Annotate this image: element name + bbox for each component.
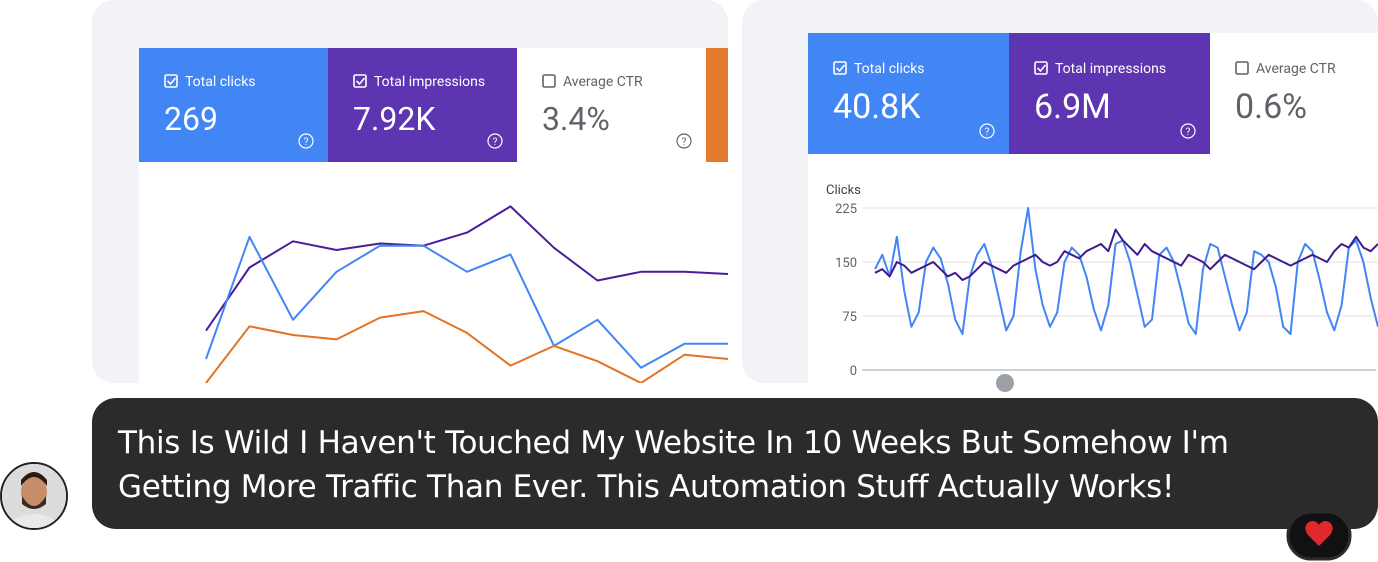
y-axis-label: Clicks	[826, 183, 861, 198]
metric-label: Total impressions	[374, 74, 485, 90]
metric-label: Average CTR	[1256, 61, 1336, 77]
metric-tile	[808, 33, 1009, 154]
orange-tile-edge	[706, 48, 728, 162]
checkmark	[1036, 64, 1047, 73]
message-bubble	[92, 398, 1378, 529]
heart-icon	[1305, 521, 1333, 546]
y-tick-label: 225	[835, 202, 857, 217]
metric-value: 3.4%	[542, 100, 610, 138]
metric-tile	[139, 48, 328, 162]
metric-value: 6.9M	[1034, 87, 1111, 127]
metric-value: 0.6%	[1235, 87, 1307, 127]
metric-label: Average CTR	[563, 74, 643, 90]
metric-value: 269	[164, 100, 218, 138]
metric-label: Total clicks	[854, 61, 925, 77]
checkbox	[1235, 61, 1249, 75]
checkbox	[353, 74, 367, 88]
series-line	[874, 207, 1378, 335]
metric-label: Total clicks	[185, 74, 256, 90]
checkbox	[833, 61, 847, 75]
metric-tile	[1210, 33, 1378, 154]
metric-value: 7.92K	[353, 100, 436, 138]
series-line	[874, 228, 1378, 281]
checkbox	[1034, 61, 1048, 75]
metric-tile	[328, 48, 517, 162]
help-mark: ?	[985, 127, 990, 138]
metric-value: 40.8K	[833, 87, 921, 127]
y-tick-label: 0	[850, 364, 857, 379]
checkmark	[166, 77, 177, 86]
series-line	[205, 205, 728, 332]
help-mark: ?	[1186, 127, 1191, 138]
help-icon	[487, 133, 503, 149]
checkbox	[542, 74, 556, 88]
help-icon	[298, 133, 314, 149]
message-text: This Is Wild I Haven't Touched My Websit…	[118, 425, 1229, 505]
help-mark: ?	[493, 137, 498, 148]
scroll-knob	[996, 374, 1014, 392]
checkbox	[164, 74, 178, 88]
metric-tile	[517, 48, 706, 162]
right-chart: Total clicks 40.8K? Total impressions 6.9M?…	[808, 33, 1378, 379]
avatar	[2, 464, 66, 528]
help-icon	[1180, 123, 1196, 139]
y-tick-label: 75	[842, 310, 857, 325]
left-chart: Total clicks 269? Total impressions 7.92K? A…	[139, 48, 728, 383]
series-line	[205, 235, 728, 369]
help-icon	[979, 123, 995, 139]
help-mark: ?	[304, 137, 309, 148]
help-mark: ?	[682, 137, 687, 148]
checkmark	[835, 64, 846, 73]
metric-tile	[1009, 33, 1210, 154]
checkmark	[355, 77, 366, 86]
help-icon	[676, 133, 692, 149]
metric-label: Total impressions	[1055, 61, 1166, 77]
series-line	[205, 310, 728, 383]
y-tick-label: 150	[835, 256, 857, 271]
